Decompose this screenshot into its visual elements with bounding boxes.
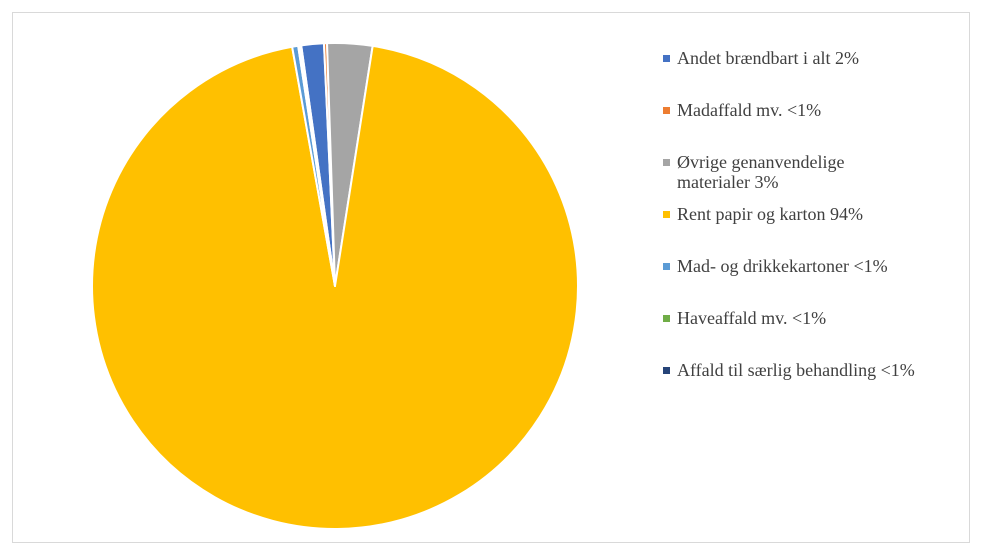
legend-item: Rent papir og karton 94% [663, 204, 963, 224]
legend-item: Madaffald mv. <1% [663, 100, 963, 120]
legend-label: Mad- og drikkekartoner <1% [677, 256, 888, 276]
legend-item: Mad- og drikkekartoner <1% [663, 256, 963, 276]
legend-swatch [663, 315, 670, 322]
legend-item: Øvrige genanvendelige materialer 3% [663, 152, 963, 192]
pie-slice [298, 44, 336, 287]
legend-item: Affald til særlig behandling <1% [663, 360, 963, 380]
legend-item: Andet brændbart i alt 2% [663, 48, 963, 68]
legend-label: Madaffald mv. <1% [677, 100, 822, 120]
legend-label: Affald til særlig behandling <1% [677, 360, 915, 380]
legend-item: Haveaffald mv. <1% [663, 308, 963, 328]
legend-label: Andet brændbart i alt 2% [677, 48, 859, 68]
legend-swatch [663, 263, 670, 270]
legend-swatch [663, 211, 670, 218]
legend-swatch [663, 55, 670, 62]
legend-label: Rent papir og karton 94% [677, 204, 863, 224]
pie-slice [91, 44, 579, 530]
legend-label: Haveaffald mv. <1% [677, 308, 827, 328]
legend-label: Øvrige genanvendelige materialer 3% [677, 152, 845, 192]
legend-swatch [663, 159, 670, 166]
legend-swatch [663, 367, 670, 374]
legend-swatch [663, 107, 670, 114]
